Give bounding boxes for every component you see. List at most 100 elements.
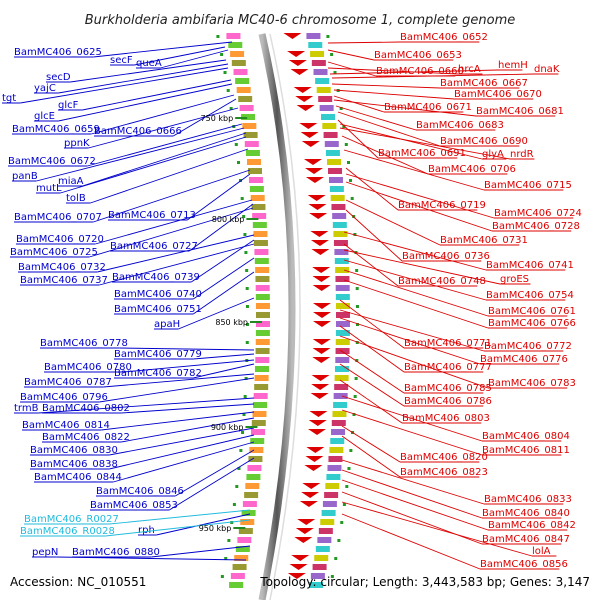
cog-block-left [244,492,259,498]
cog-block-left [255,267,270,273]
cog-block-left [255,285,270,291]
gc-marker-right [326,35,330,38]
forward-gene-arrow [311,384,330,390]
right-leader-line [339,335,489,389]
left-leader-line [70,59,227,83]
cog-block-right [334,366,349,372]
gc-marker-right [344,143,348,146]
cog-block-right [322,501,337,507]
right-gene-label: BamMC406_0840 [482,508,570,519]
cog-block-left [235,78,250,84]
gc-marker-left [224,557,228,560]
left-gene-label: mutL [36,183,62,194]
cog-block-right [331,420,346,426]
right-leader-line [337,119,379,159]
forward-gene-arrow [306,447,325,453]
cog-block-right [333,231,348,237]
right-gene-label: BamMC406_0803 [402,413,490,424]
right-leader-line [341,435,401,478]
left-gene-label: BamMC406_0737 [20,275,108,286]
cog-block-right [310,573,325,579]
right-gene-label: BamMC406_0731 [440,235,528,246]
left-leader-line [99,243,255,286]
cog-block-left [249,186,264,192]
left-leader-line [109,427,255,456]
left-gene-label: glcE [34,111,55,122]
right-gene-label: BamMC406_0783 [488,378,576,389]
cog-block-left [255,348,270,354]
cog-block-left [235,546,250,552]
cog-block-left [230,51,245,57]
right-leader-line [341,409,483,456]
right-leader-line [341,425,401,463]
cog-block-right [314,555,329,561]
cog-block-right [315,546,330,552]
cog-block-left [255,357,270,363]
right-leader-line [339,349,405,394]
forward-gene-arrow [308,429,327,435]
left-leader-line [58,63,229,94]
right-leader-line [333,99,477,117]
left-gene-label: BamMC406_R0027 [24,514,119,525]
right-gene-label: BamMC406_0833 [484,494,572,505]
cog-block-right [327,465,342,471]
left-gene-label: BamMC406_0751 [114,304,202,315]
cog-block-left [228,42,243,48]
left-leader-line [82,79,232,111]
left-gene-label: BamMC406_0727 [110,241,198,252]
right-gene-label: nrdR [510,149,534,160]
gc-marker-right [342,503,346,506]
forward-gene-arrow [305,168,324,174]
right-leader-line [335,105,417,131]
left-gene-label: BamMC406_0720 [16,234,104,245]
cog-block-right [310,51,325,57]
left-gene-label: BamMC406_0802 [42,403,130,414]
forward-gene-arrow [307,195,326,201]
gc-marker-right [330,575,334,578]
left-gene-label: BamMC406_0814 [22,420,110,431]
cog-block-left [231,60,246,66]
left-leader-line [113,441,255,483]
forward-gene-arrow [301,141,320,147]
cog-block-right [334,375,349,381]
cog-block-right [328,456,343,462]
cog-block-left [232,564,247,570]
left-leader-line [178,297,255,330]
left-leader-line [36,127,245,182]
gc-marker-left [240,197,244,200]
left-gene-label: BamMC406_0782 [114,368,202,379]
gc-marker-left [235,485,239,488]
gc-marker-right [347,467,351,470]
kbp-label: 900 kbp [211,423,244,432]
cog-block-right [329,186,344,192]
gc-marker-right [333,71,337,74]
forward-gene-arrow [312,267,331,273]
left-gene-label: BamMC406_0707 [14,212,102,223]
right-leader-line [343,243,399,287]
forward-gene-arrow [288,60,307,66]
cog-block-right [319,105,334,111]
left-leader-line [109,509,251,525]
right-gene-label: BamMC406_0724 [494,208,582,219]
cog-block-left [254,366,269,372]
left-leader-line [20,67,229,104]
gc-marker-left [229,107,233,110]
cog-block-right [332,411,347,417]
left-gene-label: BamMC406_0739 [112,272,200,283]
left-leader-line [169,457,255,511]
left-gene-label: miaA [58,176,84,187]
right-gene-label: BamMC406_0652 [400,32,488,43]
cog-block-right [321,114,336,120]
gc-marker-right [334,557,338,560]
forward-gene-arrow [309,411,328,417]
right-leader-line [345,173,495,219]
forward-gene-arrow [291,555,310,561]
right-leader-line [339,325,405,373]
right-gene-label: hemH [498,60,528,71]
left-leader-line [121,417,255,443]
right-gene-label: BamMC406_0776 [480,354,568,365]
left-leader-line [56,556,247,561]
forward-gene-arrow [290,69,309,75]
